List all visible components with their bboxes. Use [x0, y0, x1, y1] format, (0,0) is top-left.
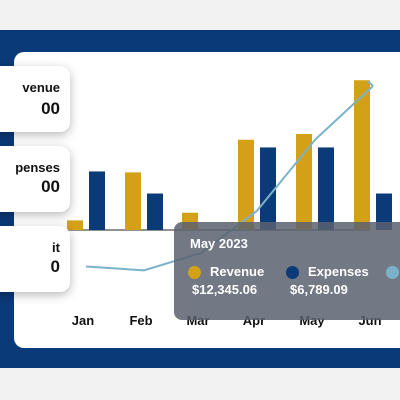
profit-card-label: it: [52, 240, 60, 255]
revenue-legend-dot: [188, 266, 201, 279]
expenses-card-value: 00: [41, 177, 60, 196]
revenue-bar-feb[interactable]: [125, 172, 141, 230]
tooltip-revenue-label: Revenue: [210, 264, 265, 279]
expenses-bar-jan[interactable]: [89, 171, 105, 230]
tooltip-expenses-value: $6,789.09: [290, 282, 348, 297]
profit-legend-dot: [386, 266, 399, 279]
expenses-card[interactable]: penses 00: [0, 146, 70, 212]
expenses-bar-feb[interactable]: [147, 193, 163, 230]
revenue-bar-may[interactable]: [296, 134, 312, 230]
expenses-card-label: penses: [15, 160, 60, 175]
tooltip-title: May 2023: [190, 236, 248, 251]
profit-line-extension: [367, 80, 374, 87]
expenses-legend-dot: [286, 266, 299, 279]
expenses-bar-apr[interactable]: [260, 147, 276, 230]
revenue-card[interactable]: venue 00: [0, 66, 70, 132]
expenses-bar-jun[interactable]: [376, 193, 392, 230]
revenue-bar-jan[interactable]: [67, 220, 83, 230]
revenue-bar-apr[interactable]: [238, 139, 254, 230]
tooltip-expenses-label: Expenses: [308, 264, 369, 279]
x-tick-label-jan: Jan: [72, 313, 94, 328]
revenue-card-label: venue: [22, 80, 60, 95]
revenue-bar-jun[interactable]: [354, 80, 370, 231]
tooltip-revenue-value: $12,345.06: [192, 282, 258, 297]
expenses-bar-may[interactable]: [318, 147, 334, 230]
chart-tooltip: May 2023 Revenue $12,345.06 Expenses $6,…: [174, 222, 400, 320]
x-tick-label-feb: Feb: [129, 313, 152, 328]
profit-card-value: 0: [50, 257, 60, 276]
profit-card[interactable]: it 0: [0, 226, 70, 292]
revenue-card-value: 00: [41, 99, 60, 118]
